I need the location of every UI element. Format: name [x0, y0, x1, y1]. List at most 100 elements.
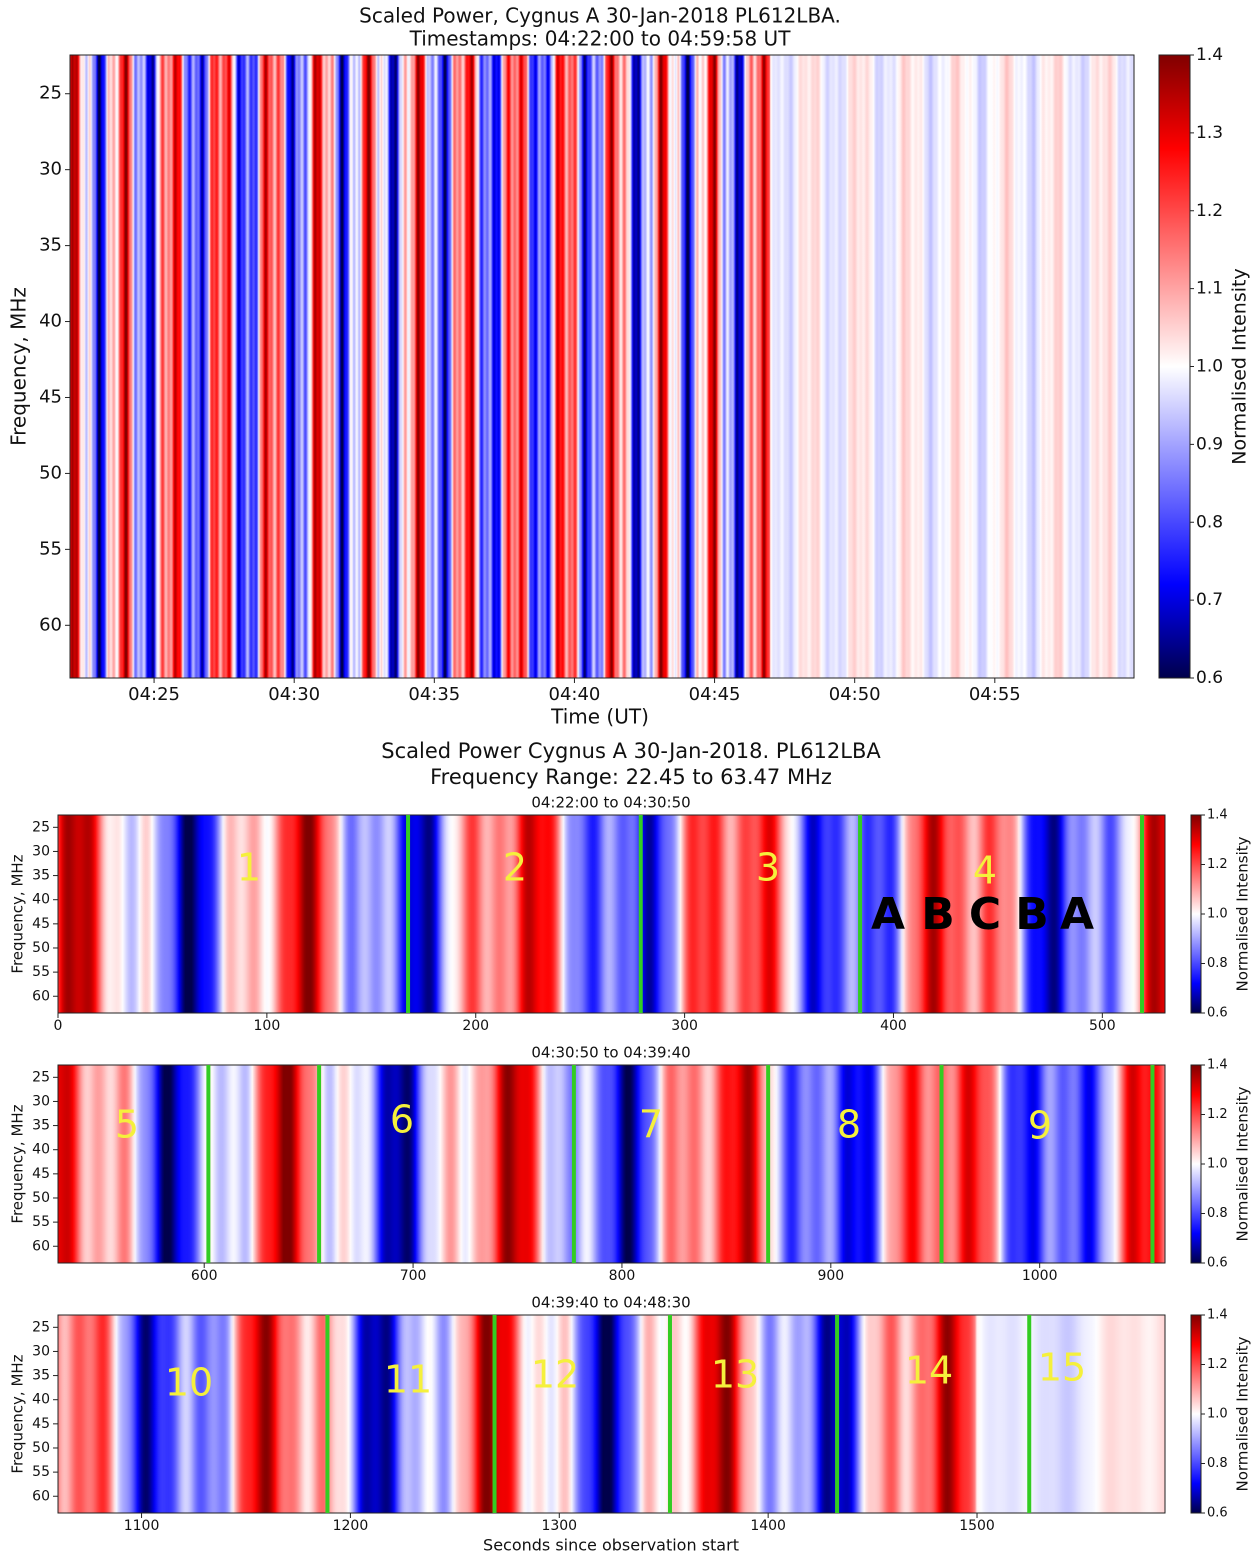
colorbar [1190, 1314, 1202, 1514]
colorbar-tick-label: 1.2 [1207, 1357, 1228, 1372]
y-tick-label: 50 [32, 1440, 50, 1456]
colorbar-tick-label: 1.3 [1196, 123, 1223, 143]
spectrum-image [58, 815, 1165, 1013]
x-tick-label: 1200 [333, 1518, 369, 1534]
x-tick-label: 04:35 [408, 684, 460, 705]
y-tick-label: 40 [32, 1142, 50, 1158]
y-tick-label: 50 [32, 940, 50, 956]
x-tick-label: 04:45 [689, 684, 741, 705]
x-tick-label: 1000 [1022, 1268, 1058, 1284]
plot-frame [57, 1064, 1166, 1264]
colorbar-label: Normalised Intensity [1234, 836, 1252, 991]
colorbar-tick-label: 0.6 [1196, 668, 1223, 688]
y-tick-label: 50 [39, 462, 62, 483]
feature-letter: A [871, 889, 905, 940]
colorbar-tick-label: 1.2 [1207, 857, 1228, 872]
interval-number: 1 [237, 846, 261, 890]
x-axis-label: Time (UT) [550, 705, 649, 729]
interval-number: 9 [1028, 1104, 1052, 1148]
interval-number: 4 [973, 849, 997, 893]
x-tick-label: 700 [400, 1268, 427, 1284]
interval-number: 11 [384, 1358, 432, 1402]
figure-title: Frequency Range: 22.45 to 63.47 MHz [430, 765, 832, 789]
y-tick-label: 30 [32, 1343, 50, 1359]
feature-letter: B [921, 889, 955, 940]
x-tick-label: 300 [671, 1018, 698, 1034]
y-tick-label: 35 [32, 1118, 50, 1134]
colorbar-tick-label: 1.4 [1207, 1058, 1228, 1073]
y-tick-label: 40 [39, 311, 62, 332]
plot-frame [69, 54, 1135, 679]
chart-title: 04:39:40 to 04:48:30 [531, 1294, 690, 1312]
interval-number: 2 [503, 846, 527, 890]
x-tick-label: 04:55 [969, 684, 1021, 705]
colorbar [1190, 814, 1202, 1014]
spectrum-image [70, 55, 1134, 678]
x-tick-label: 04:40 [549, 684, 601, 705]
y-tick-label: 45 [39, 386, 62, 407]
y-tick-label: 35 [39, 235, 62, 256]
x-axis-label: Seconds since observation start [483, 1536, 739, 1555]
interval-number: 13 [711, 1353, 759, 1397]
spectrum-image [58, 1315, 1165, 1513]
interval-number: 15 [1038, 1346, 1086, 1390]
y-tick-label: 60 [32, 988, 50, 1004]
y-tick-label: 25 [32, 819, 50, 835]
feature-letter: A [1060, 889, 1094, 940]
colorbar-tick-label: 1.0 [1207, 1407, 1228, 1422]
colorbar-label: Normalised Intensity [1234, 1336, 1252, 1491]
x-tick-label: 04:50 [829, 684, 881, 705]
y-axis-label: Frequency, MHz [9, 854, 27, 973]
x-tick-label: 600 [191, 1268, 218, 1284]
colorbar-tick-label: 1.4 [1207, 808, 1228, 823]
interval-number: 5 [115, 1103, 139, 1147]
plot-frame [57, 1314, 1166, 1514]
colorbar-label: Normalised Intensity [1229, 268, 1251, 464]
colorbar-tick-label: 1.2 [1207, 1107, 1228, 1122]
x-tick-label: 200 [462, 1018, 489, 1034]
colorbar-tick-label: 1.4 [1196, 45, 1223, 65]
colorbar-tick-label: 0.8 [1207, 956, 1228, 971]
colorbar-tick-label: 0.8 [1207, 1456, 1228, 1471]
x-tick-label: 800 [609, 1268, 636, 1284]
x-tick-label: 1300 [541, 1518, 577, 1534]
y-axis-label: Frequency, MHz [7, 287, 31, 446]
colorbar-tick-label: 0.8 [1207, 1206, 1228, 1221]
x-tick-label: 400 [880, 1018, 907, 1034]
x-tick-label: 1100 [124, 1518, 160, 1534]
y-tick-label: 40 [32, 1392, 50, 1408]
x-tick-label: 900 [817, 1268, 844, 1284]
colorbar-tick-label: 0.7 [1196, 590, 1223, 610]
y-tick-label: 55 [32, 964, 50, 980]
interval-number: 8 [837, 1103, 861, 1147]
colorbar-tick-label: 0.6 [1207, 1256, 1228, 1271]
x-tick-label: 0 [54, 1018, 63, 1034]
colorbar-tick-label: 1.0 [1207, 1157, 1228, 1172]
colorbar-label: Normalised Intensity [1234, 1086, 1252, 1241]
y-tick-label: 60 [32, 1238, 50, 1254]
interval-number: 3 [756, 846, 780, 890]
feature-letter: B [1015, 889, 1049, 940]
spectrum-image [58, 1065, 1165, 1263]
colorbar-tick-label: 0.6 [1207, 1006, 1228, 1021]
y-tick-label: 50 [32, 1190, 50, 1206]
chart-title: Scaled Power, Cygnus A 30-Jan-2018 PL612… [359, 4, 841, 28]
interval-number: 6 [390, 1098, 414, 1142]
interval-number: 12 [531, 1353, 579, 1397]
y-axis-label: Frequency, MHz [9, 1104, 27, 1223]
interval-number: 10 [165, 1361, 213, 1405]
colorbar-tick-label: 1.0 [1207, 907, 1228, 922]
colorbar-tick-label: 0.9 [1196, 434, 1223, 454]
colorbar-tick-label: 0.8 [1196, 512, 1223, 532]
x-tick-label: 500 [1089, 1018, 1116, 1034]
feature-letter: C [969, 889, 1001, 940]
y-tick-label: 35 [32, 1368, 50, 1384]
plot-frame [57, 814, 1166, 1014]
colorbar-tick-label: 1.0 [1196, 357, 1223, 377]
y-tick-label: 25 [32, 1069, 50, 1085]
y-tick-label: 30 [39, 159, 62, 180]
y-tick-label: 40 [32, 892, 50, 908]
y-axis-label: Frequency, MHz [9, 1354, 27, 1473]
y-tick-label: 30 [32, 843, 50, 859]
